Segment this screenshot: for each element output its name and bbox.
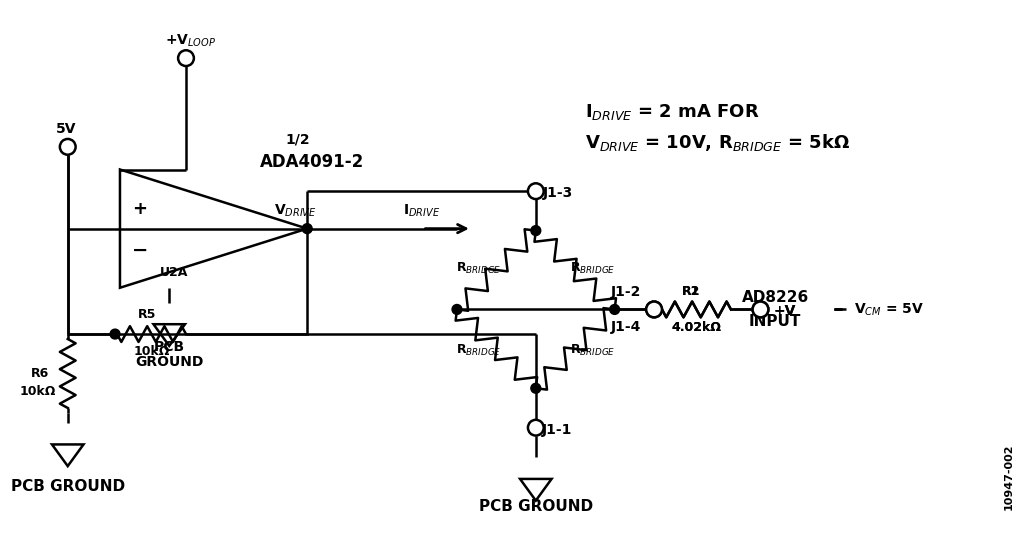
Circle shape	[753, 301, 768, 317]
Text: R$_{BRIDGE}$: R$_{BRIDGE}$	[456, 343, 502, 358]
Text: 4.02kΩ: 4.02kΩ	[672, 321, 721, 334]
Circle shape	[528, 183, 544, 199]
Circle shape	[753, 301, 768, 317]
Circle shape	[178, 50, 194, 66]
Circle shape	[59, 139, 76, 154]
Circle shape	[530, 225, 541, 236]
Circle shape	[528, 420, 544, 436]
Text: V$_{DRIVE}$ = 10V, R$_{BRIDGE}$ = 5kΩ: V$_{DRIVE}$ = 10V, R$_{BRIDGE}$ = 5kΩ	[585, 132, 850, 153]
Text: I$_{DRIVE}$ = 2 mA FOR: I$_{DRIVE}$ = 2 mA FOR	[585, 102, 760, 122]
Text: PCB GROUND: PCB GROUND	[479, 499, 593, 514]
Text: 4.02kΩ: 4.02kΩ	[672, 321, 721, 334]
Text: +V: +V	[774, 305, 797, 318]
Text: 10kΩ: 10kΩ	[20, 385, 56, 398]
Text: R2: R2	[682, 285, 700, 298]
Text: R$_{BRIDGE}$: R$_{BRIDGE}$	[570, 343, 615, 358]
Text: R5: R5	[137, 308, 156, 321]
Text: R$_{BRIDGE}$: R$_{BRIDGE}$	[456, 261, 502, 275]
Text: R6: R6	[31, 367, 49, 380]
Text: I$_{DRIVE}$: I$_{DRIVE}$	[402, 203, 440, 219]
Circle shape	[452, 305, 462, 314]
Circle shape	[609, 305, 620, 314]
Text: V$_{DRIVE}$: V$_{DRIVE}$	[274, 203, 316, 219]
Text: 1/2: 1/2	[285, 133, 309, 147]
Text: +: +	[132, 200, 147, 218]
Text: 10kΩ: 10kΩ	[133, 345, 170, 358]
Text: PCB GROUND: PCB GROUND	[10, 479, 125, 494]
Circle shape	[302, 224, 312, 234]
Text: 10947-002: 10947-002	[1004, 444, 1014, 510]
Text: INPUT: INPUT	[750, 314, 802, 329]
Text: R$_{BRIDGE}$: R$_{BRIDGE}$	[570, 261, 615, 275]
Text: GROUND: GROUND	[135, 354, 204, 369]
Text: ADA4091-2: ADA4091-2	[260, 153, 365, 171]
Text: −: −	[131, 241, 147, 260]
Text: J1-4: J1-4	[611, 320, 642, 334]
Text: +V$_{LOOP}$: +V$_{LOOP}$	[166, 32, 216, 49]
Text: V$_{CM}$ = 5V: V$_{CM}$ = 5V	[854, 301, 924, 318]
Text: J1-3: J1-3	[543, 186, 572, 200]
Circle shape	[530, 383, 541, 393]
Circle shape	[646, 301, 662, 317]
Text: J1-2: J1-2	[611, 285, 642, 299]
Text: U2A: U2A	[160, 267, 188, 280]
Text: 5V: 5V	[55, 122, 76, 136]
Text: R1: R1	[682, 285, 700, 298]
Circle shape	[646, 301, 662, 317]
Text: −V: −V	[774, 305, 797, 318]
Circle shape	[111, 329, 120, 339]
Text: AD8226: AD8226	[741, 290, 809, 305]
Text: J1-1: J1-1	[543, 423, 572, 437]
Text: PCB: PCB	[154, 340, 184, 354]
